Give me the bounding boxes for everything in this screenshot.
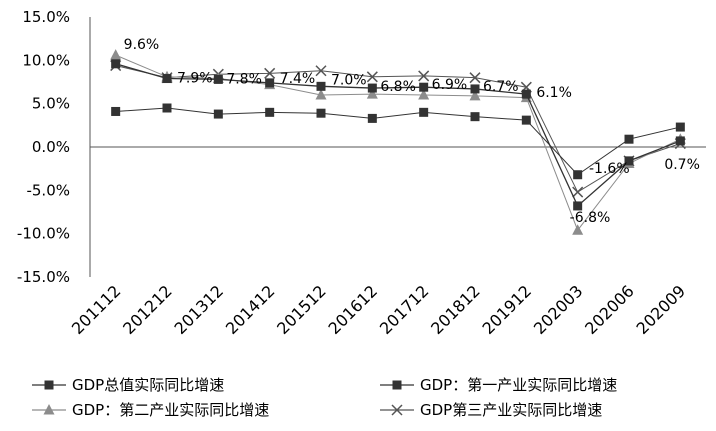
x-tick-label: 201912 [479,281,536,338]
data-point-square [392,380,402,390]
data-point-x [315,65,327,77]
data-point-square [213,74,223,84]
data-point-square [316,108,326,118]
data-point-triangle [43,404,55,415]
y-tick-label: -15.0% [17,268,70,286]
legend-label: GDP第三产业实际同比增速 [420,401,602,419]
y-tick-label: 15.0% [22,8,70,26]
data-point-square [470,112,480,122]
data-point-triangle [110,49,122,60]
series-2 [111,103,685,180]
data-point-x [418,70,430,82]
data-point-x [469,72,481,84]
data-point-triangle [366,88,378,99]
series-line [115,54,681,232]
data-point-square [675,122,685,132]
data-point-square [675,136,685,146]
y-tick-label: -5.0% [26,181,70,199]
y-tick-label: 5.0% [32,95,70,113]
legend-label: GDP总值实际同比增速 [72,376,224,394]
data-label: -6.8% [570,210,611,226]
data-point-triangle [315,89,327,100]
data-label: 6.1% [536,85,572,101]
x-tick-label: 201612 [325,281,382,338]
data-point-x [572,186,584,198]
data-point-square [624,134,634,144]
y-tick-label: -10.0% [17,225,70,243]
data-label: 6.8% [380,79,416,95]
x-tick-label: 202009 [633,281,690,338]
x-tick-label: 201312 [171,281,228,338]
x-tick-label: 201112 [68,281,125,338]
data-point-square [162,74,172,84]
data-point-square [265,107,275,117]
data-point-square [44,380,54,390]
data-label: 7.4% [280,71,316,87]
x-tick-label: 201812 [427,281,484,338]
x-tick-label: 202003 [530,281,587,338]
data-point-x [391,404,403,416]
x-tick-label: 201412 [222,281,279,338]
data-label: 7.9% [177,71,213,87]
data-point-square [367,83,377,93]
legend-item: GDP：第一产业实际同比增速 [380,376,617,394]
data-label: 0.7% [664,157,700,173]
data-point-triangle [572,224,584,235]
data-point-square [419,107,429,117]
series-line [115,63,681,207]
data-point-square [521,89,531,99]
series-1 [111,59,685,211]
x-tick-label: 201712 [376,281,433,338]
data-label: 9.6% [124,37,160,53]
data-label: 7.0% [331,72,367,88]
data-point-square [316,81,326,91]
data-label: 7.8% [226,71,262,87]
data-point-square [624,156,634,166]
data-point-triangle [469,89,481,101]
series-line [115,107,681,176]
data-point-x [366,71,378,83]
legend-item: GDP第三产业实际同比增速 [380,401,602,419]
data-point-triangle [418,89,430,100]
y-tick-label: 10.0% [22,51,70,69]
data-labels-group: 9.6% 7.9% 7.8% 7.4% 7.0% 6.8% 6.9% 6.7% 6.1% -6.8… [124,37,700,226]
data-point-square [111,106,121,116]
y-tick-label: 0.0% [32,138,70,156]
data-point-square [111,59,121,69]
series-line [115,65,681,193]
data-point-square [573,201,583,211]
data-point-square [162,103,172,113]
legend-item: GDP：第二产业实际同比增速 [32,401,269,419]
data-label: -1.6% [589,161,630,177]
data-label: 6.7% [483,79,519,95]
data-point-x [264,67,276,79]
data-point-square [521,115,531,125]
legend-item: GDP总值实际同比增速 [32,376,224,394]
data-point-square [367,113,377,123]
data-point-square [265,78,275,88]
legend-label: GDP：第一产业实际同比增速 [420,376,617,394]
x-tick-label: 201512 [273,281,330,338]
data-point-square [573,170,583,180]
data-point-square [419,82,429,92]
data-point-square [470,84,480,94]
legend-label: GDP：第二产业实际同比增速 [72,401,269,419]
series-group [110,49,686,235]
x-tick-label: 201212 [119,281,176,338]
legend: GDP总值实际同比增速 GDP：第一产业实际同比增速 GDP：第二产业实际同比增速 G… [32,376,617,419]
x-tick-label: 202006 [581,281,638,338]
data-point-square [213,109,223,119]
data-label: 6.9% [432,77,468,93]
